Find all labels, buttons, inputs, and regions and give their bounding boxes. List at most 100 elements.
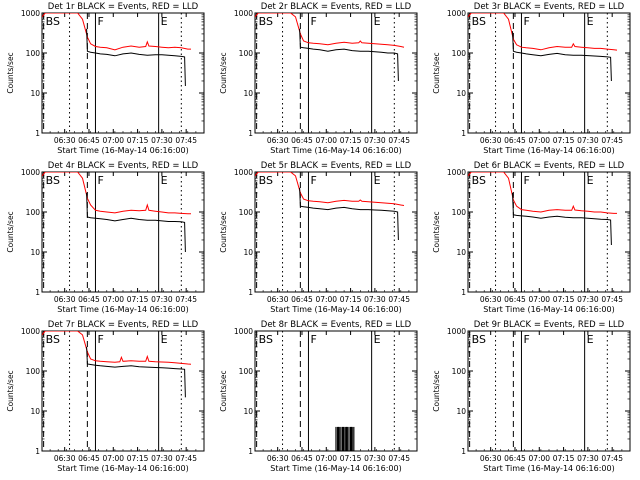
- y-tick-label: 100: [26, 208, 41, 217]
- x-axis-label: Start Time (16-May-14 06:16:00): [483, 305, 614, 314]
- chart-title: Det 5r BLACK = Events, RED = LLD: [261, 161, 412, 171]
- y-axis-label: Counts/sec: [432, 52, 441, 93]
- x-tick-label: 07:00: [102, 295, 124, 304]
- series-group: [42, 172, 191, 253]
- y-tick-label: 1: [461, 129, 466, 138]
- y-tick-label: 1000: [447, 168, 466, 177]
- lld-series-line: [42, 172, 191, 215]
- plot-frame: [467, 12, 631, 134]
- y-tick-label: 1000: [21, 327, 40, 336]
- y-axis-label: Counts/sec: [6, 211, 15, 252]
- y-tick-label: 1: [35, 288, 40, 297]
- chart-panel-det-5: Det 5r BLACK = Events, RED = LLD 1 10 100 10…: [219, 161, 418, 314]
- phase-marker-label: E: [374, 174, 381, 187]
- chart-panel-det-8: Det 8r BLACK = Events, RED = LLD 1 10 100 10…: [219, 320, 418, 473]
- x-tick-label: 07:30: [151, 295, 173, 304]
- y-tick-label: 10: [30, 407, 40, 416]
- lld-series-line: [468, 172, 617, 214]
- chart-panel-det-6: Det 6r BLACK = Events, RED = LLD 1 10 100 10…: [432, 161, 631, 314]
- x-tick-label: 07:00: [528, 454, 550, 463]
- x-tick-label: 07:45: [388, 295, 410, 304]
- phase-marker-label: F: [523, 15, 529, 28]
- plot-frame: [467, 171, 631, 293]
- y-tick-label: 100: [239, 208, 254, 217]
- plot-frame: [41, 171, 205, 293]
- phase-marker-label: BS: [46, 174, 60, 187]
- events-series-line: [86, 346, 186, 398]
- chart-title: Det 2r BLACK = Events, RED = LLD: [261, 2, 412, 12]
- x-tick-label: 07:45: [601, 454, 623, 463]
- y-tick-label: 100: [452, 208, 467, 217]
- plot-frame: [254, 171, 418, 293]
- x-axis-label: Start Time (16-May-14 06:16:00): [270, 464, 401, 473]
- x-tick-label: 07:15: [340, 454, 362, 463]
- x-tick-label: 07:15: [553, 295, 575, 304]
- series-group: [468, 172, 617, 246]
- phase-marker-label: BS: [472, 15, 486, 28]
- x-tick-label: 06:45: [291, 295, 313, 304]
- x-tick-label: 07:00: [315, 136, 337, 145]
- events-series-line: [299, 187, 399, 241]
- y-axis-label: Counts/sec: [432, 370, 441, 411]
- y-axis-label: Counts/sec: [219, 52, 228, 93]
- x-tick-label: 06:30: [480, 454, 502, 463]
- y-tick-label: 1000: [447, 9, 466, 18]
- phase-marker-label: BS: [472, 333, 486, 346]
- phase-marker-label: F: [523, 174, 529, 187]
- phase-marker-label: BS: [259, 174, 273, 187]
- x-tick-label: 07:30: [151, 454, 173, 463]
- x-axis-label: Start Time (16-May-14 06:16:00): [57, 305, 188, 314]
- y-tick-label: 10: [243, 89, 253, 98]
- x-tick-label: 07:00: [315, 454, 337, 463]
- series-group: [255, 172, 405, 241]
- plot-frame: [41, 330, 205, 452]
- y-tick-label: 100: [26, 367, 41, 376]
- y-tick-label: 1: [248, 447, 253, 456]
- lld-series-line: [42, 331, 192, 365]
- y-tick-label: 1: [461, 288, 466, 297]
- x-axis-label: Start Time (16-May-14 06:16:00): [270, 305, 401, 314]
- y-tick-label: 10: [456, 89, 466, 98]
- y-tick-label: 10: [243, 407, 253, 416]
- phase-marker-label: F: [97, 15, 103, 28]
- lld-series-line: [255, 172, 405, 206]
- x-tick-label: 07:15: [553, 136, 575, 145]
- x-tick-label: 06:30: [54, 454, 76, 463]
- y-tick-label: 100: [239, 49, 254, 58]
- y-tick-label: 100: [239, 367, 254, 376]
- x-tick-label: 07:45: [175, 295, 197, 304]
- x-axis-label: Start Time (16-May-14 06:16:00): [270, 146, 401, 155]
- x-tick-label: 06:45: [504, 454, 526, 463]
- chart-panel-det-2: Det 2r BLACK = Events, RED = LLD 1 10 100 10…: [219, 2, 418, 155]
- phase-marker-label: F: [523, 333, 529, 346]
- phase-marker-label: F: [310, 15, 316, 28]
- x-tick-label: 07:30: [364, 454, 386, 463]
- y-tick-label: 1000: [21, 168, 40, 177]
- y-tick-label: 1: [248, 129, 253, 138]
- x-tick-label: 07:15: [340, 295, 362, 304]
- x-tick-label: 07:00: [315, 295, 337, 304]
- y-tick-label: 10: [30, 248, 40, 257]
- y-tick-label: 100: [452, 367, 467, 376]
- events-series-line: [86, 28, 186, 87]
- x-tick-label: 07:30: [151, 136, 173, 145]
- phase-marker-label: BS: [472, 174, 486, 187]
- y-tick-label: 1: [461, 447, 466, 456]
- chart-panel-det-1: Det 1r BLACK = Events, RED = LLD 1 10 100 10…: [6, 2, 205, 155]
- x-tick-label: 06:30: [54, 295, 76, 304]
- x-axis-label: Start Time (16-May-14 06:16:00): [483, 146, 614, 155]
- y-tick-label: 100: [452, 49, 467, 58]
- phase-marker-label: F: [97, 333, 103, 346]
- series-group: [335, 426, 355, 451]
- events-series-line: [512, 31, 612, 82]
- x-tick-label: 07:45: [601, 136, 623, 145]
- x-tick-label: 07:15: [127, 295, 149, 304]
- x-axis-label: Start Time (16-May-14 06:16:00): [57, 464, 188, 473]
- y-tick-label: 1: [35, 129, 40, 138]
- chart-title: Det 8r BLACK = Events, RED = LLD: [261, 320, 412, 330]
- phase-marker-label: F: [310, 333, 316, 346]
- x-tick-label: 07:45: [388, 454, 410, 463]
- x-tick-label: 07:00: [102, 136, 124, 145]
- phase-marker-label: E: [587, 333, 594, 346]
- chart-title: Det 9r BLACK = Events, RED = LLD: [474, 320, 625, 330]
